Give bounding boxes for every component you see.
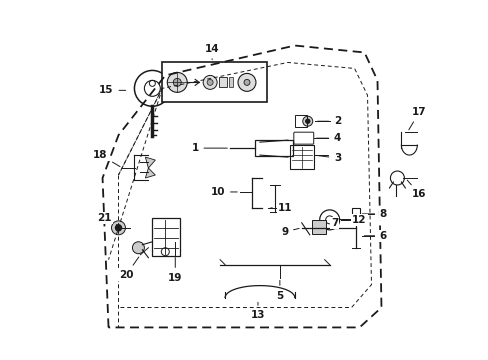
Bar [294, 115, 306, 127]
Circle shape [238, 73, 255, 91]
Text: 12: 12 [343, 215, 366, 225]
Circle shape [203, 75, 217, 89]
Text: 2: 2 [317, 116, 341, 126]
Circle shape [173, 78, 181, 86]
Bar [289, 145, 313, 169]
Text: 14: 14 [204, 44, 219, 60]
Text: 10: 10 [210, 187, 237, 197]
Text: 17: 17 [408, 107, 426, 130]
Text: 4: 4 [316, 133, 341, 143]
Text: 19: 19 [168, 257, 182, 283]
Bar [162, 62, 266, 102]
Polygon shape [145, 157, 155, 168]
Circle shape [115, 225, 121, 231]
Circle shape [132, 242, 144, 254]
Circle shape [167, 72, 187, 92]
Text: 6: 6 [364, 231, 386, 241]
Circle shape [244, 80, 249, 85]
Bar [254, 140, 292, 156]
Text: 13: 13 [250, 302, 264, 320]
Text: 9: 9 [281, 227, 299, 237]
Bar [351, 208, 359, 220]
Text: 1: 1 [191, 143, 227, 153]
Text: 3: 3 [316, 153, 341, 163]
Text: 15: 15 [99, 85, 125, 95]
Circle shape [207, 80, 213, 85]
Bar [219, 77, 226, 87]
Circle shape [111, 221, 125, 235]
Text: 8: 8 [362, 209, 386, 219]
Text: 16: 16 [407, 180, 426, 199]
Text: 7: 7 [330, 218, 346, 228]
Bar [311, 220, 325, 234]
Circle shape [302, 116, 312, 126]
Text: 18: 18 [93, 150, 120, 167]
Text: 5: 5 [276, 280, 283, 301]
Text: 20: 20 [119, 257, 139, 280]
Text: 21: 21 [97, 213, 120, 226]
Bar [152, 218, 180, 256]
Circle shape [305, 119, 309, 123]
Bar [228, 77, 233, 87]
Polygon shape [145, 168, 155, 178]
Text: 11: 11 [270, 203, 291, 213]
